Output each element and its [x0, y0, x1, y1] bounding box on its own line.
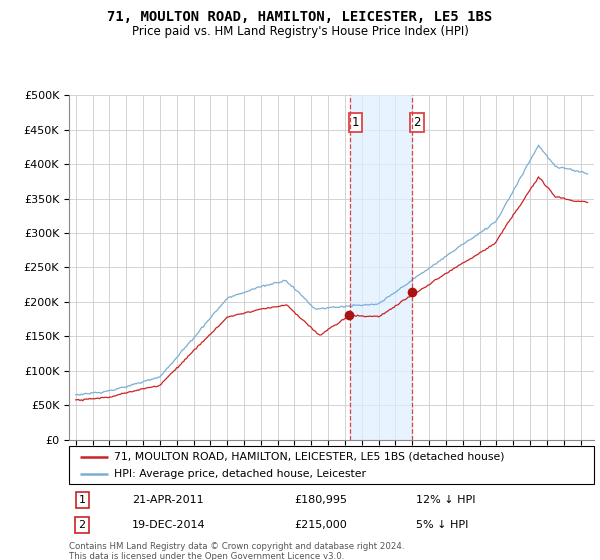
Text: 71, MOULTON ROAD, HAMILTON, LEICESTER, LE5 1BS: 71, MOULTON ROAD, HAMILTON, LEICESTER, L…: [107, 10, 493, 24]
Text: 12% ↓ HPI: 12% ↓ HPI: [415, 495, 475, 505]
Text: 2: 2: [413, 116, 421, 129]
Text: £180,995: £180,995: [295, 495, 348, 505]
Text: Contains HM Land Registry data © Crown copyright and database right 2024.
This d: Contains HM Land Registry data © Crown c…: [69, 542, 404, 560]
Text: 5% ↓ HPI: 5% ↓ HPI: [415, 520, 468, 530]
Text: Price paid vs. HM Land Registry's House Price Index (HPI): Price paid vs. HM Land Registry's House …: [131, 25, 469, 38]
Text: 19-DEC-2014: 19-DEC-2014: [132, 520, 206, 530]
Text: 71, MOULTON ROAD, HAMILTON, LEICESTER, LE5 1BS (detached house): 71, MOULTON ROAD, HAMILTON, LEICESTER, L…: [113, 451, 504, 461]
Text: 2: 2: [79, 520, 86, 530]
Bar: [350, 95, 412, 440]
Text: 21-APR-2011: 21-APR-2011: [132, 495, 203, 505]
Text: HPI: Average price, detached house, Leicester: HPI: Average price, detached house, Leic…: [113, 469, 365, 479]
FancyBboxPatch shape: [69, 446, 594, 484]
Text: 1: 1: [79, 495, 86, 505]
Text: 1: 1: [352, 116, 359, 129]
Text: £215,000: £215,000: [295, 520, 347, 530]
